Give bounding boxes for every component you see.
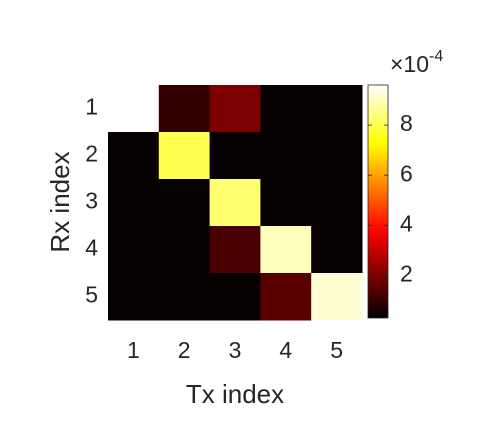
y-tick-label: 1	[85, 94, 98, 120]
colorbar-tick-label: 6	[400, 160, 413, 186]
multiplier-exponent: -4	[429, 48, 443, 65]
colorbar	[367, 84, 389, 319]
heatmap-cell	[158, 85, 211, 133]
heatmap-cell	[311, 226, 363, 274]
y-tick-label: 5	[85, 282, 98, 308]
y-tick-label: 4	[85, 235, 98, 261]
colorbar-tick-label: 4	[400, 210, 413, 236]
x-tick-label: 1	[127, 337, 140, 363]
heatmap-cell	[311, 132, 363, 180]
heatmap-cell	[209, 132, 261, 180]
heatmap-cell	[209, 226, 261, 274]
heatmap-cell	[260, 132, 312, 180]
y-axis-label: Rx index	[45, 151, 75, 252]
heatmap-cell	[158, 132, 211, 180]
heatmap-cell	[209, 85, 261, 133]
x-tick-label: 4	[279, 337, 292, 363]
heatmap-cell	[108, 273, 160, 321]
x-axis-label: Tx index	[186, 379, 284, 409]
y-tick-label: 3	[85, 188, 98, 214]
heatmap-cell	[260, 226, 312, 274]
colorbar-tick-label: 2	[400, 260, 413, 286]
heatmap-cell	[260, 273, 312, 321]
heatmap-cell	[108, 132, 160, 180]
multiplier-base: ×10	[390, 51, 429, 77]
heatmap-cell	[311, 273, 363, 321]
heatmap-cell	[108, 179, 160, 227]
heatmap-cell	[311, 85, 363, 133]
y-tick-label: 2	[85, 141, 98, 167]
x-tick-label: 2	[178, 337, 191, 363]
colorbar-multiplier: ×10-4	[390, 48, 443, 77]
heatmap-cell	[209, 179, 261, 227]
colorbar-tick-label: 8	[400, 110, 413, 136]
x-tick-label: 5	[330, 337, 343, 363]
heatmap-cell	[311, 179, 363, 227]
heatmap-cell	[158, 226, 211, 274]
heatmap-cell	[260, 179, 312, 227]
heatmap-cell	[209, 273, 261, 321]
heatmap-cell	[158, 179, 211, 227]
heatmap-cell	[108, 226, 160, 274]
x-tick-label: 3	[229, 337, 242, 363]
heatmap-cell	[260, 85, 312, 133]
heatmap-cell	[158, 273, 211, 321]
heatmap-cell	[108, 85, 160, 133]
